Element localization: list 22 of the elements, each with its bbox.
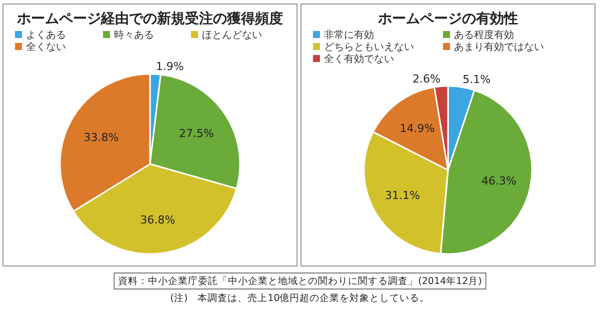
data-label: 5.1% xyxy=(462,73,491,86)
data-label: 46.3% xyxy=(482,174,516,188)
data-label: 14.9% xyxy=(400,122,435,135)
text: (注) 本調査は、売上10億円超の企業を対象としている。 xyxy=(170,292,430,304)
data-label: 33.8% xyxy=(84,130,119,144)
text: 資料：中小企業庁委託「中小企業と地域との関わりに関する調査」(2014年12月) xyxy=(118,275,482,287)
data-label: 2.6% xyxy=(412,72,440,86)
data-label: 36.8% xyxy=(140,213,176,226)
chart-title: ホームページ経由での新規受注の獲得頻度 xyxy=(16,10,283,27)
legend-label: 時々ある xyxy=(114,29,154,41)
data-label: 31.1% xyxy=(384,189,420,202)
legend-label: よくある xyxy=(26,30,66,41)
chart-title: ホームページの有効性 xyxy=(377,11,518,27)
legend-label: 全くない xyxy=(26,41,66,53)
data-label: 1.9% xyxy=(156,60,184,74)
legend-label: 非常に有効 xyxy=(324,29,374,41)
legend-label: あまり有効ではない xyxy=(454,41,544,53)
legend-label: 全く有効でない xyxy=(324,53,394,65)
data-label: 27.5% xyxy=(178,127,214,140)
legend-label: ほとんどない xyxy=(202,30,262,41)
legend-label: ある程度有効 xyxy=(454,29,514,41)
legend-label: どちらともいえない xyxy=(324,42,414,53)
